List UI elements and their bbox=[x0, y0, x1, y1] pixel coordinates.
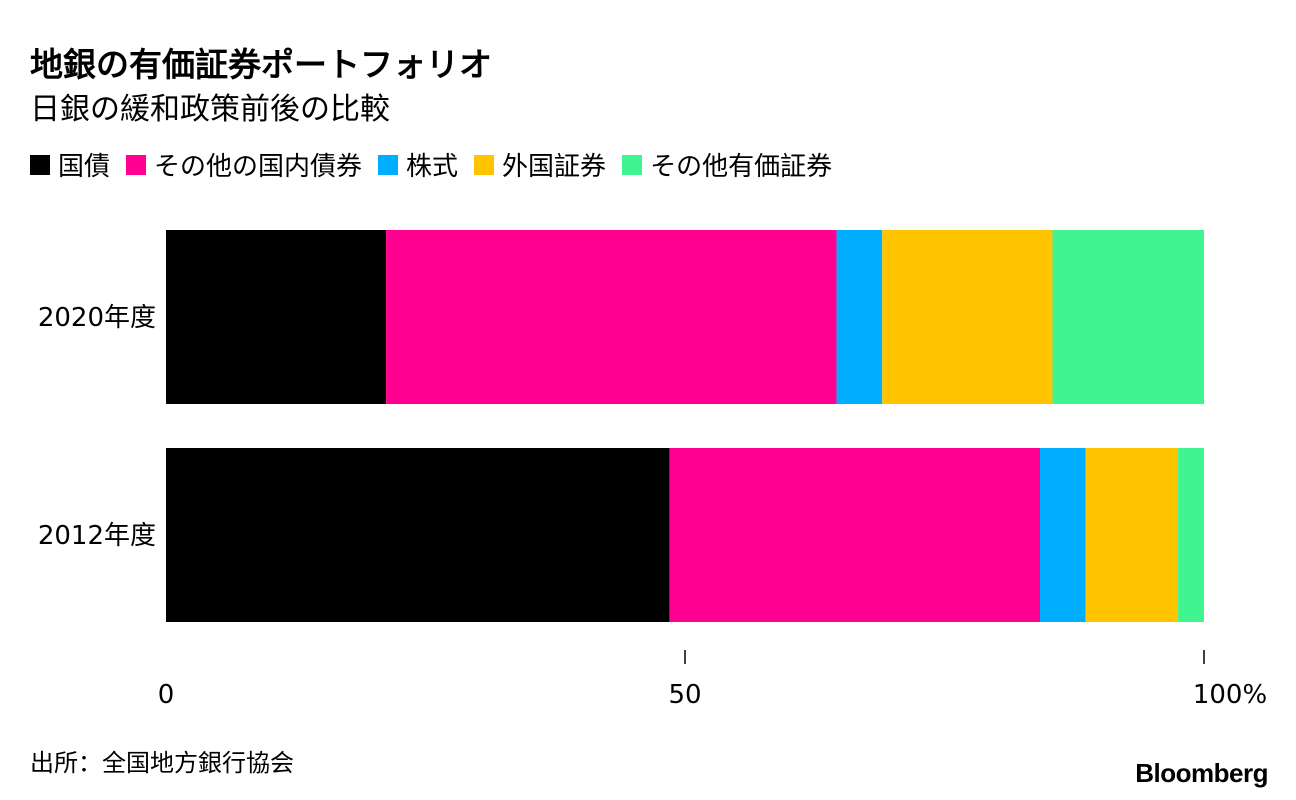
x-tick-label: 100% bbox=[1193, 680, 1267, 710]
chart-title: 地銀の有価証券ポートフォリオ bbox=[30, 45, 492, 84]
bar-segment bbox=[836, 230, 883, 404]
legend: 国債 その他の国内債券 株式 外国証券 その他有価証券 bbox=[30, 146, 848, 183]
bar-segment bbox=[166, 230, 387, 404]
legend-label: 国債 bbox=[58, 152, 111, 182]
bloomberg-logo: Bloomberg bbox=[1135, 758, 1268, 788]
bar-segment bbox=[166, 448, 670, 622]
bar-segment bbox=[1178, 448, 1204, 622]
bar-segment bbox=[882, 230, 1053, 404]
legend-label: 株式 bbox=[406, 152, 459, 182]
legend-label: 外国証券 bbox=[502, 152, 607, 182]
bar-segment bbox=[1085, 448, 1179, 622]
x-tick-label: 0 bbox=[158, 680, 175, 710]
bar-segment bbox=[1052, 230, 1204, 404]
category-label: 2012年度 bbox=[38, 521, 156, 551]
legend-swatch bbox=[126, 154, 147, 175]
source-note: 出所：全国地方銀行協会 bbox=[30, 749, 294, 777]
legend-label: その他有価証券 bbox=[650, 152, 833, 182]
legend-swatch bbox=[622, 154, 643, 175]
x-tick-label: 50 bbox=[668, 680, 701, 710]
bar-segment bbox=[386, 230, 837, 404]
legend-swatch bbox=[474, 154, 495, 175]
legend-item: 株式 bbox=[378, 146, 458, 183]
legend-label: その他の国内債券 bbox=[154, 152, 363, 182]
bar-segment bbox=[669, 448, 1040, 622]
legend-swatch bbox=[30, 154, 50, 175]
bar-segment bbox=[1039, 448, 1086, 622]
legend-item: その他の国内債券 bbox=[126, 146, 362, 183]
legend-item: 国債 bbox=[30, 146, 110, 183]
legend-item: 外国証券 bbox=[474, 146, 606, 183]
legend-item: その他有価証券 bbox=[622, 146, 832, 183]
category-label: 2020年度 bbox=[38, 303, 156, 333]
legend-swatch bbox=[378, 154, 399, 175]
chart-subtitle: 日銀の緩和政策前後の比較 bbox=[30, 92, 390, 127]
